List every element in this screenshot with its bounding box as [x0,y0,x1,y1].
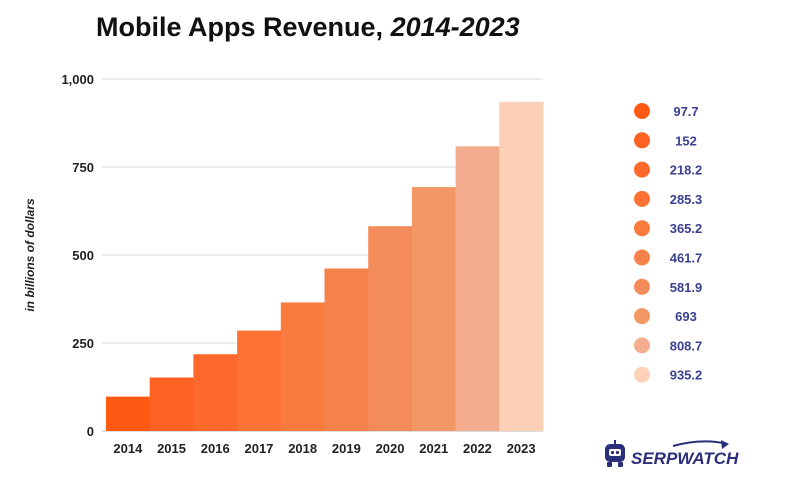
legend-value: 97.7 [673,104,698,119]
brand-name-watch: WATCH [677,449,739,468]
chart-title: Mobile Apps Revenue, 2014-2023 [96,12,520,42]
bar-2016 [193,354,238,431]
x-axis-ticks: 2014 2015 2016 2017 2018 2019 2020 2021 2022 2023 [113,441,535,456]
x-tick-label: 2018 [288,441,317,456]
y-tick-label: 0 [87,424,94,439]
x-tick-label: 2019 [332,441,361,456]
bar-2014 [106,396,151,431]
legend-value: 808.7 [670,338,703,353]
bar-2018 [280,302,325,431]
bar-2015 [149,377,194,431]
bar-2023 [499,101,544,431]
bars [106,101,544,432]
y-axis-ticks: 0 250 500 750 1,000 [61,72,94,439]
x-tick-label: 2022 [463,441,492,456]
x-tick-label: 2016 [201,441,230,456]
legend: 97.7 152 218.2 285.3 365.2 461.7 581.9 693 808.7… [634,103,702,383]
x-tick-label: 2023 [507,441,536,456]
legend-marker [634,366,650,383]
legend-value: 285.3 [670,192,703,207]
legend-value: 152 [675,133,697,148]
legend-marker [634,220,650,237]
brand-name: SERPWATCH [631,449,739,468]
brand-name-serp: SERP [631,449,678,468]
bar-2021 [411,187,457,431]
chart-title-years: 2014-2023 [390,12,520,42]
legend-marker [634,337,650,354]
legend-marker [634,190,650,207]
brand-swoosh-icon [672,440,728,447]
legend-value: 218.2 [670,163,703,178]
legend-marker [634,103,650,119]
x-tick-label: 2017 [244,441,273,456]
legend-marker [634,132,650,149]
y-axis-label: in billions of dollars [23,198,37,312]
y-tick-label: 500 [72,248,94,263]
legend-value: 935.2 [670,368,703,383]
robot-icon [605,440,625,467]
bar-2019 [324,268,369,431]
legend-value: 693 [675,309,697,324]
y-tick-label: 250 [72,336,94,351]
legend-value: 365.2 [670,221,703,236]
legend-value: 581.9 [670,280,703,295]
bar-2017 [237,330,282,431]
chart-title-main: Mobile Apps Revenue, [96,12,391,42]
y-tick-label: 750 [72,160,94,175]
legend-marker [634,249,650,266]
bar-2022 [455,146,500,432]
legend-value: 461.7 [670,251,703,266]
y-tick-label: 1,000 [61,72,94,87]
legend-marker [634,308,650,325]
x-tick-label: 2020 [376,441,405,456]
brand-arrow-icon [721,440,729,449]
x-tick-label: 2021 [419,441,448,456]
x-tick-label: 2015 [157,441,186,456]
bar-2020 [368,226,413,431]
x-tick-label: 2014 [113,441,143,456]
legend-marker [634,161,650,178]
serpwatch-logo: SERPWATCH [605,440,739,468]
legend-marker [634,278,650,295]
